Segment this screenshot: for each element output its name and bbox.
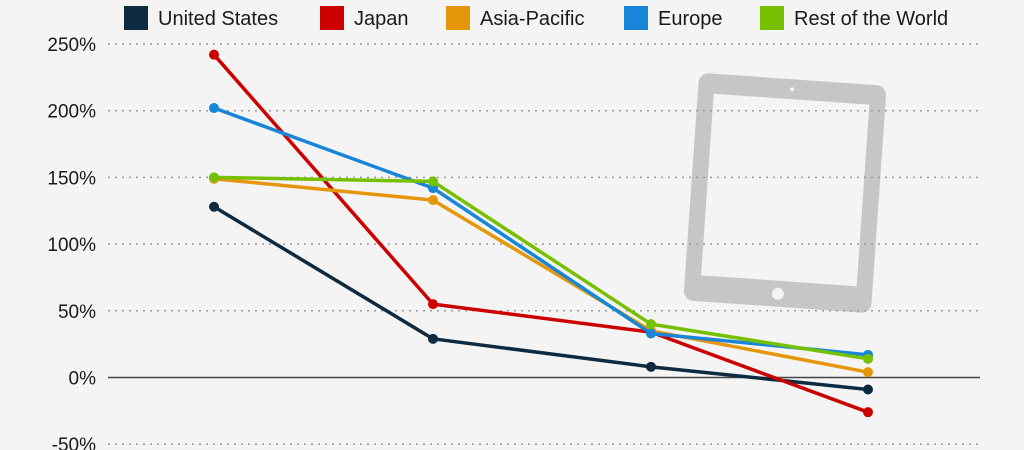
legend-swatch-europe — [624, 6, 648, 30]
legend: United States Japan Asia-Pacific Europe … — [124, 6, 948, 30]
legend-item-japan[interactable]: Japan — [320, 6, 409, 30]
legend-swatch-japan — [320, 6, 344, 30]
data-point-rest-of-the-world[interactable] — [209, 172, 219, 183]
series-line-asia-pacific[interactable] — [213, 176, 869, 374]
data-point-united-states[interactable] — [428, 333, 438, 344]
tablet-icon — [683, 73, 887, 313]
legend-label-rest-of-the-world: Rest of the World — [794, 8, 948, 30]
y-tick-label: 250% — [47, 35, 96, 56]
y-tick-label: 200% — [47, 102, 96, 123]
series-line-united-states[interactable] — [213, 205, 869, 392]
y-tick-label: 50% — [58, 302, 96, 323]
y-tick-label: 100% — [47, 235, 96, 256]
legend-swatch-rest-of-the-world — [760, 6, 784, 30]
data-point-japan[interactable] — [863, 407, 873, 418]
series-united-states — [209, 201, 873, 395]
data-point-europe[interactable] — [646, 328, 656, 339]
legend-swatch-united-states — [124, 6, 148, 30]
y-tick-label: 0% — [69, 369, 97, 390]
series-rest-of-the-world — [209, 172, 873, 364]
data-point-japan[interactable] — [209, 49, 219, 60]
y-tick-label: -50% — [52, 435, 96, 450]
gridlines — [108, 43, 980, 445]
data-point-asia-pacific[interactable] — [428, 195, 438, 206]
series-layer — [209, 49, 873, 418]
y-axis: 250% 200% 150% 100% 50% 0% -50% — [47, 35, 96, 450]
data-point-rest-of-the-world[interactable] — [428, 176, 438, 187]
legend-label-united-states: United States — [158, 8, 278, 30]
series-line-europe[interactable] — [213, 106, 869, 357]
legend-label-europe: Europe — [658, 8, 723, 30]
data-point-rest-of-the-world[interactable] — [863, 353, 873, 364]
legend-item-rest-of-the-world[interactable]: Rest of the World — [760, 6, 948, 30]
data-point-japan[interactable] — [428, 299, 438, 310]
series-europe — [209, 103, 873, 360]
legend-label-asia-pacific: Asia-Pacific — [480, 8, 584, 30]
legend-label-japan: Japan — [354, 8, 409, 30]
data-point-united-states[interactable] — [646, 361, 656, 372]
data-point-united-states[interactable] — [863, 384, 873, 395]
legend-swatch-asia-pacific — [446, 6, 470, 30]
y-tick-label: 150% — [47, 168, 96, 189]
legend-item-europe[interactable]: Europe — [624, 6, 723, 30]
data-point-asia-pacific[interactable] — [863, 367, 873, 378]
data-point-europe[interactable] — [209, 103, 219, 114]
data-point-rest-of-the-world[interactable] — [646, 319, 656, 330]
data-point-united-states[interactable] — [209, 201, 219, 212]
series-line-rest-of-the-world[interactable] — [213, 175, 869, 361]
legend-item-asia-pacific[interactable]: Asia-Pacific — [446, 6, 584, 30]
legend-item-united-states[interactable]: United States — [124, 6, 278, 30]
